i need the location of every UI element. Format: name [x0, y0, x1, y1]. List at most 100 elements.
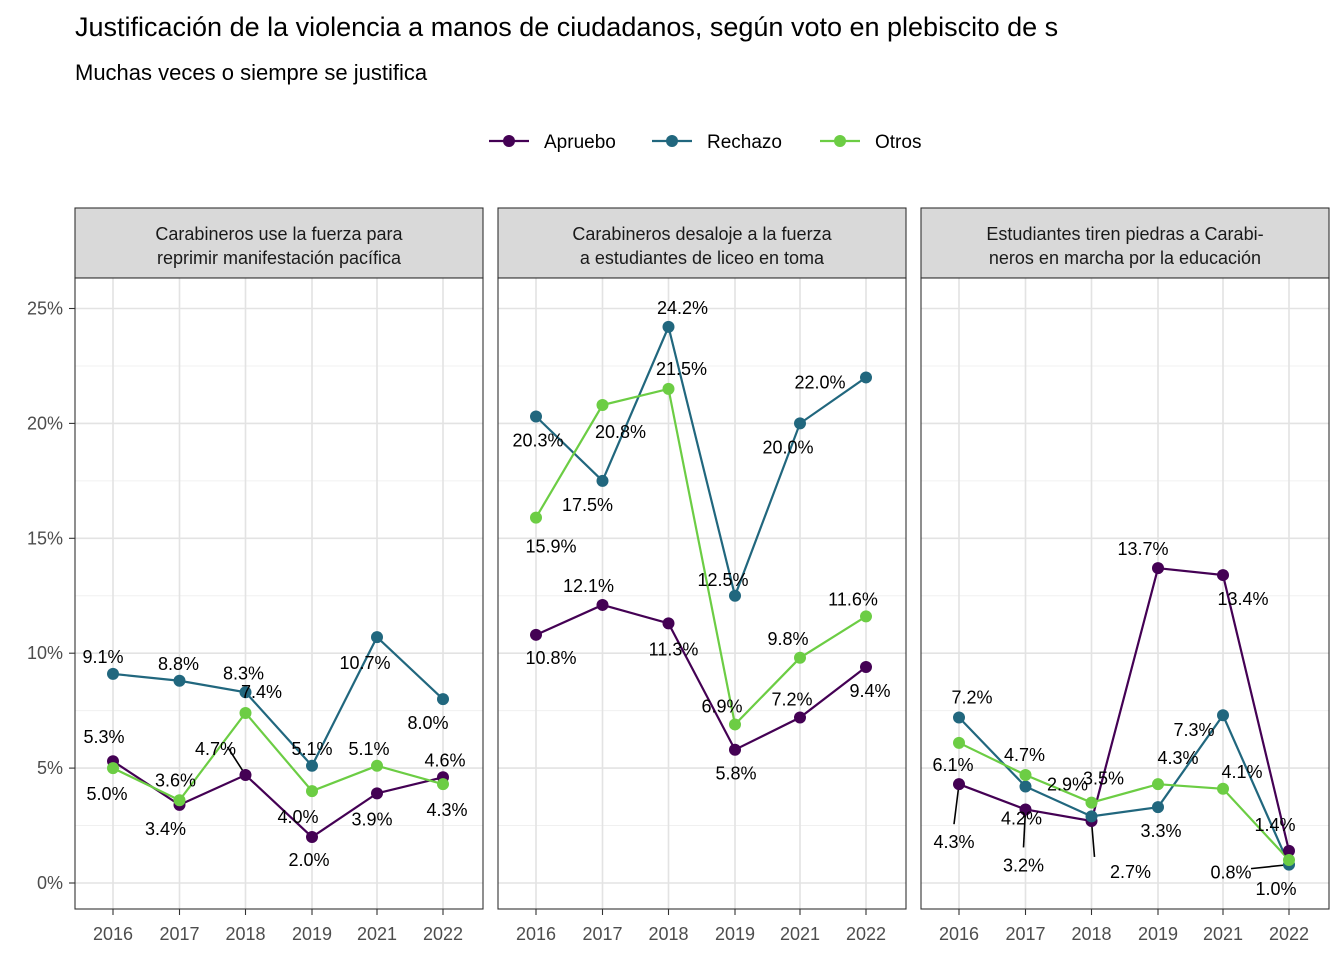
data-label-apruebo: 11.3%: [649, 639, 699, 659]
x-tick-label: 2021: [780, 924, 820, 944]
data-point-rechazo: [437, 693, 449, 706]
data-label-otros: 7.4%: [241, 682, 282, 702]
data-point-apruebo: [371, 787, 383, 800]
data-point-otros: [662, 382, 675, 395]
data-label-apruebo: 3.9%: [351, 809, 392, 829]
data-label-rechazo: 24.2%: [657, 298, 708, 318]
data-label-rechazo: 0.8%: [1210, 863, 1251, 883]
data-point-rechazo: [1085, 810, 1098, 823]
data-label-rechazo: 8.0%: [407, 713, 448, 733]
label-connector: [1250, 863, 1290, 870]
data-point-otros: [371, 759, 383, 772]
data-label-rechazo: 5.1%: [291, 739, 332, 759]
data-point-apruebo: [596, 598, 609, 611]
data-label-apruebo: 2.7%: [1110, 862, 1151, 882]
data-point-otros: [1217, 782, 1229, 795]
series-line-rechazo: [112, 635, 444, 768]
data-label-otros: 5.1%: [348, 739, 389, 759]
x-tick-label: 2017: [582, 924, 622, 944]
data-label-rechazo: 4.2%: [1001, 808, 1042, 828]
data-point-apruebo: [953, 778, 965, 791]
data-point-otros: [596, 399, 609, 412]
data-label-otros: 5.0%: [86, 784, 127, 804]
data-point-otros: [1283, 854, 1295, 867]
data-point-otros: [729, 718, 741, 731]
data-point-rechazo: [173, 674, 186, 687]
facet-strip: [497, 207, 907, 279]
x-tick-label: 2022: [1269, 924, 1309, 944]
data-label-otros: 4.3%: [426, 800, 467, 820]
data-label-apruebo: 9.4%: [849, 681, 890, 701]
label-connector: [1090, 820, 1096, 858]
data-label-otros: 6.9%: [701, 696, 742, 716]
data-label-rechazo: 2.9%: [1047, 774, 1088, 794]
legend-marker-rechazo: [666, 135, 678, 147]
data-label-otros: 11.6%: [828, 589, 878, 609]
data-label-apruebo: 4.6%: [424, 750, 465, 770]
data-point-otros: [107, 762, 119, 775]
x-tick-label: 2016: [939, 924, 979, 944]
data-label-rechazo: 9.1%: [82, 647, 123, 667]
data-point-rechazo: [662, 320, 675, 333]
data-label-apruebo: 4.3%: [933, 832, 974, 852]
data-point-rechazo: [860, 371, 872, 384]
y-tick-label: 20%: [27, 413, 63, 433]
data-label-apruebo: 7.2%: [771, 690, 812, 710]
x-tick-label: 2019: [292, 924, 332, 944]
x-tick-label: 2017: [1005, 924, 1045, 944]
x-tick-label: 2018: [648, 924, 688, 944]
data-label-apruebo: 2.0%: [288, 850, 329, 870]
data-label-otros: 4.1%: [1221, 762, 1262, 782]
facet-strip: [920, 207, 1330, 279]
data-label-rechazo: 22.0%: [794, 372, 845, 392]
data-point-rechazo: [306, 759, 318, 772]
data-point-apruebo: [662, 617, 675, 630]
data-label-rechazo: 17.5%: [562, 495, 613, 515]
y-tick-label: 0%: [37, 873, 63, 893]
x-tick-label: 2019: [1138, 924, 1178, 944]
data-point-apruebo: [530, 628, 542, 641]
x-tick-label: 2018: [1071, 924, 1111, 944]
x-tick-label: 2018: [225, 924, 265, 944]
data-label-apruebo: 3.4%: [145, 819, 186, 839]
data-label-apruebo: 13.7%: [1117, 539, 1168, 559]
data-point-otros: [860, 610, 872, 623]
panel-background: [498, 278, 906, 909]
facet-strip-line1: Estudiantes tiren piedras a Carabi-: [986, 224, 1263, 244]
series-line-apruebo: [958, 566, 1291, 852]
data-label-rechazo: 10.7%: [339, 653, 390, 673]
data-label-otros: 1.0%: [1255, 879, 1296, 899]
data-label-apruebo: 5.8%: [715, 764, 756, 784]
facet-strip-line2: reprimir manifestación pacífica: [157, 248, 402, 268]
data-label-otros: 21.5%: [656, 359, 707, 379]
data-point-apruebo: [1152, 562, 1164, 575]
legend-label-apruebo: Apruebo: [544, 132, 616, 153]
data-label-rechazo: 7.3%: [1173, 720, 1214, 740]
data-point-apruebo: [1217, 569, 1229, 582]
data-point-rechazo: [371, 631, 383, 644]
y-tick-label: 5%: [37, 758, 63, 778]
series-line-otros: [958, 741, 1290, 861]
data-point-rechazo: [953, 711, 965, 724]
data-point-otros: [530, 511, 542, 524]
data-point-apruebo: [1283, 844, 1295, 857]
data-label-otros: 20.8%: [595, 422, 646, 442]
legend-label-otros: Otros: [875, 132, 921, 153]
legend-label-rechazo: Rechazo: [707, 132, 782, 153]
facet-strip-line1: Carabineros desaloje a la fuerza: [572, 224, 832, 244]
data-point-otros: [1085, 796, 1098, 809]
data-label-otros: 15.9%: [525, 537, 576, 557]
data-label-otros: 9.8%: [767, 629, 808, 649]
data-label-apruebo: 12.1%: [563, 576, 614, 596]
x-tick-label: 2016: [516, 924, 556, 944]
data-point-otros: [306, 785, 318, 798]
data-point-apruebo: [239, 768, 252, 781]
data-point-rechazo: [239, 686, 252, 699]
data-point-rechazo: [107, 667, 119, 680]
data-point-apruebo: [1019, 803, 1032, 816]
series-line-otros: [112, 711, 444, 802]
panel-background: [75, 278, 483, 909]
y-tick-label: 15%: [27, 528, 63, 548]
data-label-otros: 4.7%: [1004, 745, 1045, 765]
data-point-rechazo: [530, 410, 542, 423]
